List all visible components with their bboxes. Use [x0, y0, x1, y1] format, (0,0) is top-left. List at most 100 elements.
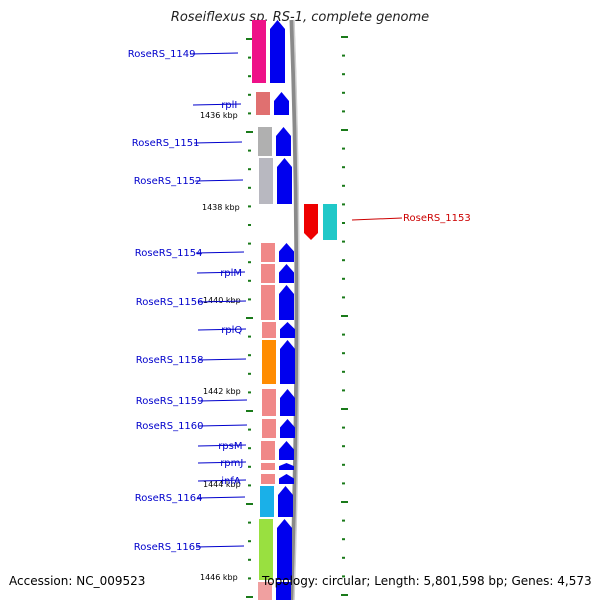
label-leader-line: [189, 52, 239, 55]
gene-label[interactable]: RoseRS_1156: [136, 297, 204, 308]
label-leader-line: [195, 251, 245, 254]
tick-mark: [342, 222, 345, 224]
backbone-ring-highlight: [293, 19, 300, 600]
gene-class-bar: [261, 264, 275, 283]
tick-mark: [248, 279, 251, 282]
tick-mark: [248, 484, 251, 487]
tick-mark: [342, 91, 345, 94]
gene-label[interactable]: infA: [221, 476, 241, 487]
tick-mark: [248, 168, 251, 171]
gene-label[interactable]: RoseRS_1154: [135, 248, 203, 259]
tick-mark: [248, 335, 251, 338]
tick-mark: [342, 73, 345, 76]
gene-class-bar: [261, 243, 275, 262]
gene-label[interactable]: rpsM: [218, 441, 242, 452]
tick-mark: [248, 428, 251, 431]
gene-label[interactable]: RoseRS_1149: [128, 49, 196, 60]
cds-arrow: [279, 285, 294, 320]
tick-mark: [342, 203, 345, 206]
tick-mark: [342, 259, 345, 262]
tick-mark: [248, 75, 251, 78]
tick-mark: [342, 184, 345, 187]
gene-label[interactable]: RoseRS_1164: [135, 493, 203, 504]
tick-marks: [246, 36, 348, 598]
gene-label[interactable]: RoseRS_1159: [136, 396, 204, 407]
tick-mark: [342, 333, 345, 336]
gene-label[interactable]: rpmJ: [220, 458, 243, 469]
tick-mark: [341, 594, 348, 596]
tick-mark: [342, 389, 345, 392]
gene-label[interactable]: rplM: [220, 268, 242, 279]
tick-mark: [248, 298, 251, 301]
kbp-label: 1438 kbp: [202, 203, 240, 212]
tick-mark: [248, 224, 251, 226]
tick-mark: [341, 36, 348, 38]
label-leader-line: [196, 496, 246, 499]
label-leader-line: [192, 103, 242, 106]
cds-arrow: [277, 519, 292, 580]
gene-class-bar: [259, 519, 273, 580]
label-leader-line: [197, 444, 247, 447]
tick-mark: [248, 205, 251, 208]
tick-mark: [342, 240, 345, 243]
tick-mark: [246, 503, 253, 505]
tick-mark: [342, 519, 345, 522]
kbp-scale: 1436 kbp 1438 kbp 1440 kbp 1442 kbp 1444…: [200, 111, 241, 582]
gene-class-bar: [261, 474, 275, 484]
gene-label[interactable]: RoseRS_1152: [134, 176, 202, 187]
cds-arrow: [304, 204, 318, 240]
tick-mark: [246, 410, 253, 412]
cds-arrow: [279, 474, 294, 484]
tick-mark: [342, 556, 345, 559]
gene-class-bar: [258, 582, 272, 600]
tick-mark: [246, 131, 253, 133]
gene-class-bar: [259, 158, 273, 204]
tick-mark: [248, 242, 251, 245]
label-leader-line: [197, 461, 247, 464]
gene-class-bar: [323, 204, 337, 240]
tick-mark: [248, 354, 251, 357]
cds-arrow: [274, 92, 289, 115]
gene-label[interactable]: rplQ: [221, 325, 242, 336]
cds-arrow: [279, 441, 294, 460]
cds-arrow: [276, 127, 291, 156]
tick-mark: [248, 56, 251, 59]
tick-mark: [248, 93, 251, 96]
tick-mark: [342, 166, 345, 169]
label-leader-line: [197, 358, 247, 361]
cds-arrow: [279, 264, 294, 283]
cds-arrow: [278, 486, 293, 517]
tick-mark: [342, 575, 345, 578]
tick-mark: [246, 596, 253, 598]
map-title: Roseiflexus sp. RS-1, complete genome: [170, 10, 430, 25]
tick-mark: [342, 54, 345, 57]
tick-mark: [246, 317, 253, 319]
gene-class-bar: [261, 463, 275, 470]
tick-mark: [248, 465, 251, 468]
tick-mark: [341, 315, 348, 317]
cds-arrow: [270, 20, 285, 83]
tick-mark: [342, 538, 345, 541]
backbone-ring: [289, 19, 300, 600]
tick-mark: [342, 445, 345, 448]
label-leader-line: [197, 300, 247, 303]
cds-arrow: [277, 158, 292, 204]
gene-label[interactable]: RoseRS_1158: [136, 355, 204, 366]
gene-features: [252, 20, 337, 600]
tick-mark: [341, 501, 348, 503]
gene-class-bar: [261, 285, 275, 320]
tick-mark: [341, 408, 348, 410]
label-leader-line: [351, 217, 403, 221]
gene-label[interactable]: RoseRS_1153: [403, 213, 471, 224]
label-leader-line: [197, 328, 247, 331]
gene-label[interactable]: RoseRS_1165: [134, 542, 202, 553]
gene-label[interactable]: RoseRS_1160: [136, 421, 204, 432]
gene-label[interactable]: rplI: [221, 100, 237, 111]
cds-arrow: [279, 243, 294, 262]
cds-arrow: [280, 340, 295, 384]
gene-label[interactable]: RoseRS_1151: [132, 138, 200, 149]
label-leader-line: [193, 141, 243, 144]
cds-arrow: [279, 463, 294, 470]
gene-class-bar: [252, 20, 266, 83]
gene-class-bar: [258, 127, 272, 156]
